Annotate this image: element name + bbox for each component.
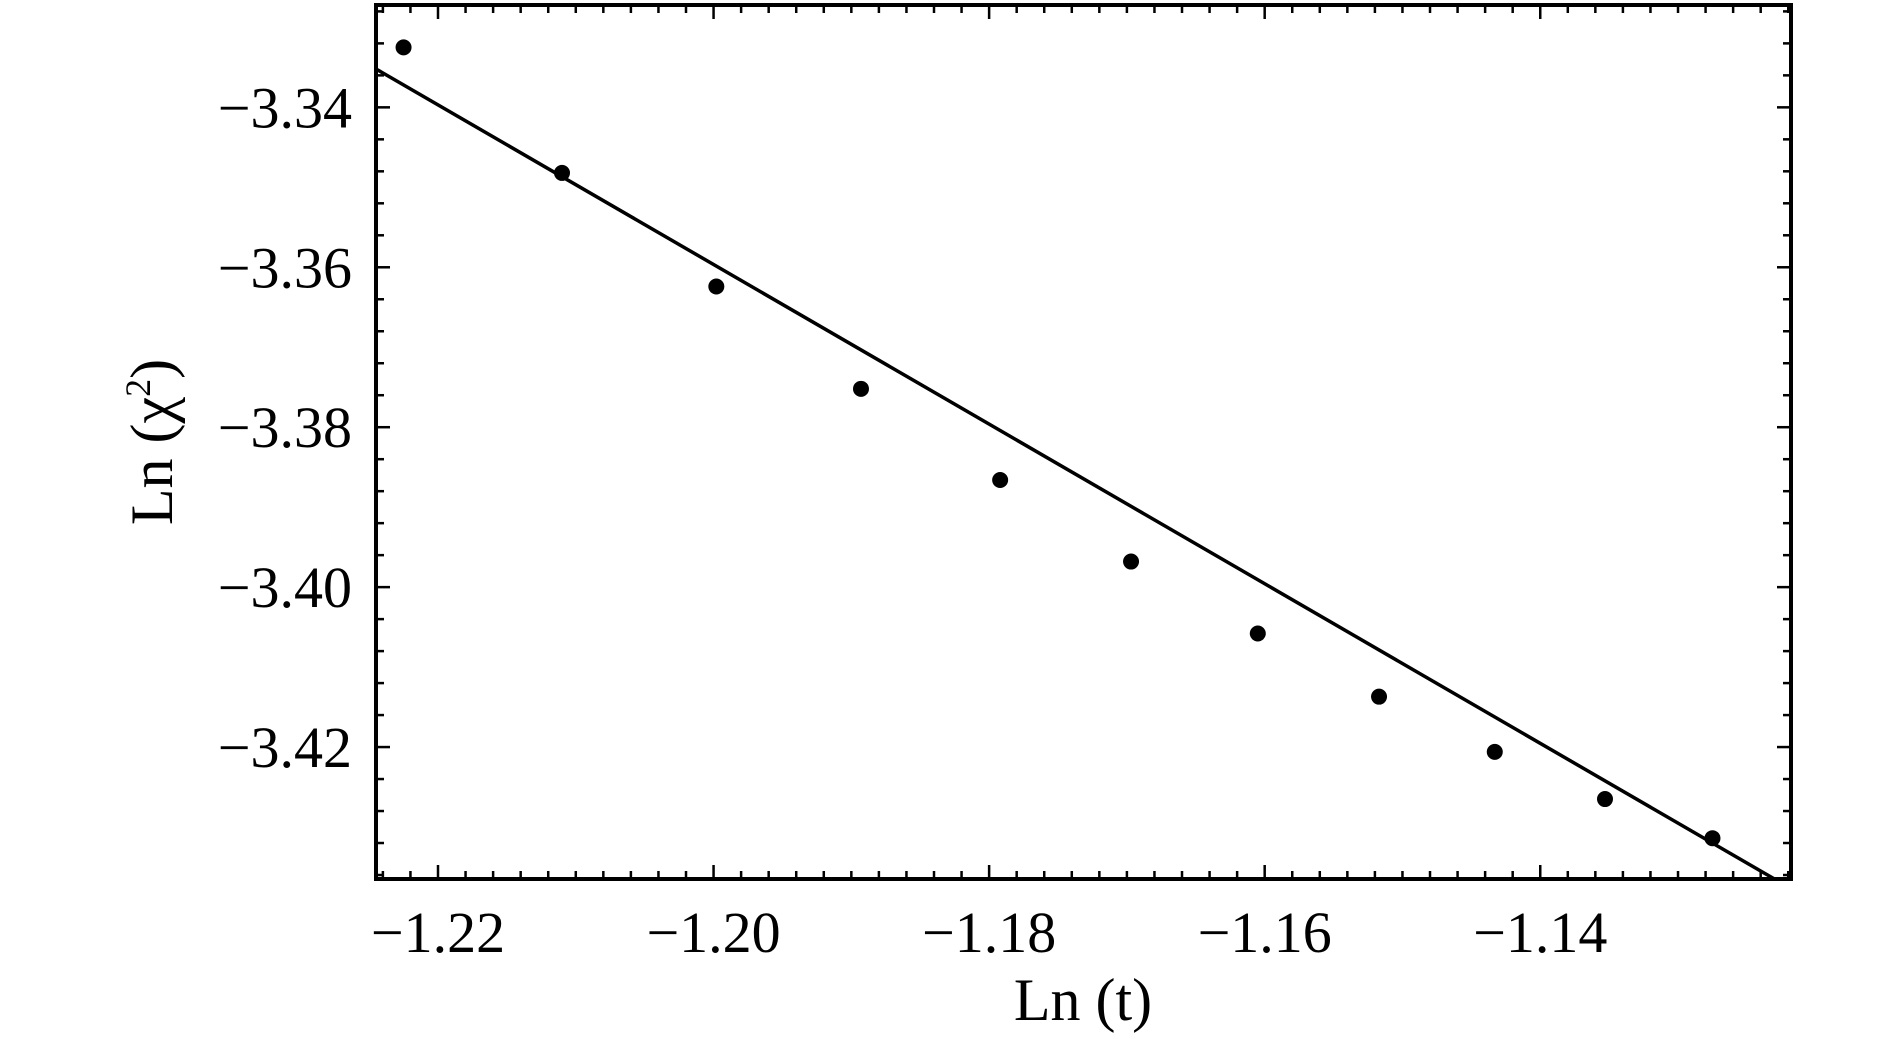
ticks-layer bbox=[376, 5, 1791, 879]
data-point bbox=[992, 471, 1009, 488]
data-point bbox=[1249, 625, 1266, 642]
data-point bbox=[554, 164, 571, 181]
y-tick-label: −3.42 bbox=[218, 715, 352, 780]
data-point bbox=[708, 278, 725, 295]
y-axis-label-superscript: 2 bbox=[118, 379, 158, 397]
y-tick-label: −3.38 bbox=[218, 395, 352, 460]
y-tick-label: −3.34 bbox=[218, 75, 352, 140]
fit-layer bbox=[375, 67, 1776, 881]
x-tick-label: −1.20 bbox=[646, 900, 780, 965]
y-tick-label: −3.40 bbox=[218, 555, 352, 620]
x-tick-label: −1.18 bbox=[922, 900, 1056, 965]
x-tick-label: −1.22 bbox=[371, 900, 505, 965]
labels-layer: −1.22 −1.20 −1.18 −1.16 −1.14 −3.34 −3.36 −3.38… bbox=[218, 75, 1608, 965]
x-tick-label: −1.14 bbox=[1473, 900, 1607, 965]
points-layer bbox=[395, 39, 1721, 847]
data-point bbox=[852, 380, 869, 397]
data-point bbox=[1371, 688, 1388, 705]
y-axis-label-main: Ln (χ bbox=[119, 396, 185, 525]
data-point bbox=[395, 39, 412, 56]
plot-frame bbox=[374, 3, 1793, 881]
y-axis-label: Ln (χ2) bbox=[118, 359, 185, 525]
x-axis-label: Ln (t) bbox=[1014, 967, 1152, 1033]
fit-line bbox=[375, 67, 1776, 881]
x-tick-label: −1.16 bbox=[1198, 900, 1332, 965]
data-point bbox=[1596, 791, 1613, 808]
data-point bbox=[1704, 830, 1721, 847]
data-point bbox=[1123, 553, 1140, 570]
y-tick-label: −3.36 bbox=[218, 235, 352, 300]
data-point bbox=[1486, 743, 1503, 760]
y-axis-label-close: ) bbox=[119, 359, 185, 379]
